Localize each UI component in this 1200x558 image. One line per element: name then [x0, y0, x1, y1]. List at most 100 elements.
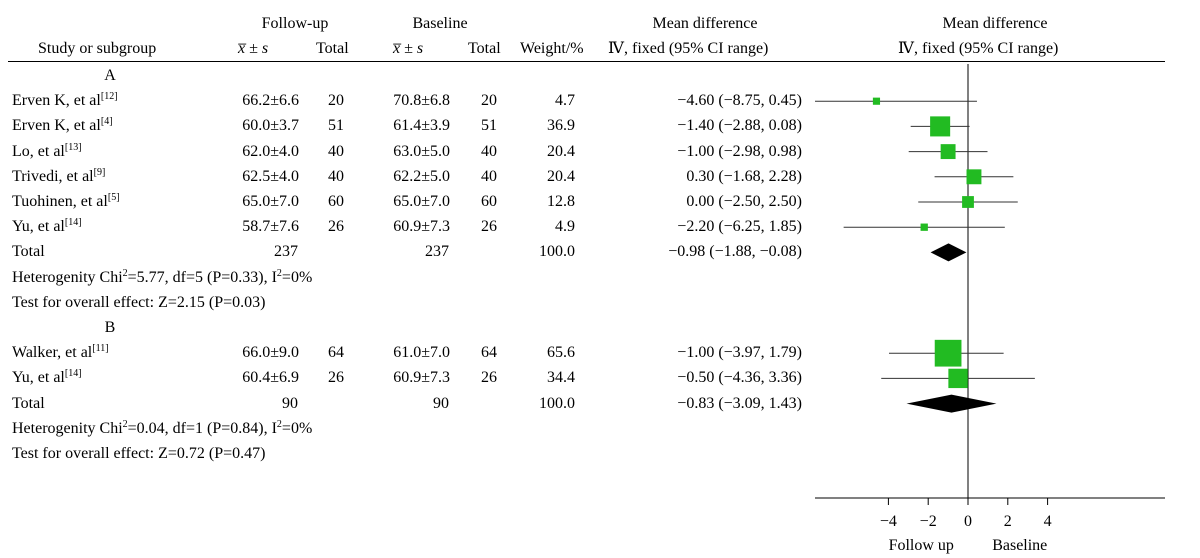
bl-mean-sd: 60.9±7.3: [393, 369, 450, 387]
bl-mean-sd-header: x̅ ± s: [393, 40, 424, 57]
bl-total: 20: [481, 92, 497, 110]
effect-square: [934, 339, 962, 367]
weight-value: 20.4: [547, 167, 575, 185]
weight-value: 12.8: [547, 193, 575, 210]
bl-total: 40: [481, 167, 497, 185]
heterogeneity-text: Heterogenity Chi2=5.77, df=5 (P=0.33), I…: [12, 267, 313, 286]
fu-total: 40: [328, 142, 344, 160]
mean-diff-ci: −1.00 (−2.98, 0.98): [677, 142, 802, 160]
effect-square: [948, 368, 968, 389]
bl-mean-sd: 63.0±5.0: [393, 142, 450, 160]
effect-square: [920, 223, 928, 231]
mean-diff-ci: −1.00 (−3.97, 1.79): [677, 344, 802, 362]
mean-diff-ci: −0.50 (−4.36, 3.36): [677, 369, 802, 387]
study-name: Walker, et al[11]: [12, 343, 109, 362]
follow-up-header: Follow-up: [261, 15, 329, 32]
method-col-header: Ⅳ, fixed (95% CI range): [608, 40, 769, 57]
mean-diff-ci: −2.20 (−6.25, 1.85): [677, 218, 802, 236]
fu-mean-sd: 58.7±7.6: [242, 218, 299, 236]
fu-total: 26: [328, 369, 344, 387]
fu-total: 64: [328, 344, 344, 362]
baseline-header: Baseline: [412, 15, 468, 32]
weight-header: Weight/%: [520, 40, 584, 57]
x-tick-label: 2: [1004, 513, 1012, 530]
fu-total: 20: [328, 92, 344, 110]
effect-square: [940, 144, 956, 160]
mean-diff-ci: 0.30 (−1.68, 2.28): [686, 167, 802, 185]
overall-effect-text: Test for overall effect: Z=0.72 (P=0.47): [12, 445, 266, 462]
fu-total: 51: [328, 117, 344, 135]
total-weight: 100.0: [539, 243, 575, 261]
fu-mean-sd: 62.5±4.0: [242, 167, 299, 185]
weight-value: 36.9: [547, 117, 575, 135]
bl-mean-sd: 61.0±7.0: [393, 344, 450, 362]
effect-square: [930, 116, 951, 137]
study-name: Tuohinen, et al[5]: [12, 192, 120, 211]
study-name: Lo, et al[13]: [12, 141, 82, 160]
bl-grand-total: 90: [433, 394, 449, 412]
mean-diff-ci: −4.60 (−8.75, 0.45): [677, 92, 802, 110]
x-tick-label: 4: [1044, 513, 1052, 530]
fu-grand-total: 237: [274, 243, 298, 261]
effect-square: [872, 97, 881, 105]
mean-diff-ci: 0.00 (−2.50, 2.50): [686, 193, 802, 210]
weight-value: 4.7: [555, 92, 575, 110]
fu-total: 60: [328, 193, 344, 210]
total-label: Total: [12, 243, 45, 261]
study-name: Trivedi, et al[9]: [12, 166, 106, 185]
study-name: Yu, et al[14]: [12, 217, 82, 236]
mean-diff-col-header: Mean difference: [652, 15, 758, 32]
fu-mean-sd: 66.2±6.6: [242, 92, 299, 110]
total-diamond: [930, 243, 967, 262]
bl-mean-sd: 70.8±6.8: [393, 92, 450, 110]
x-label-right: Baseline: [992, 537, 1047, 554]
fu-total: 26: [328, 218, 344, 236]
bl-total: 26: [481, 369, 497, 387]
fu-mean-sd-header: x̅ ± s: [238, 40, 269, 57]
fu-mean-sd: 60.0±3.7: [242, 117, 299, 135]
fu-mean-sd: 65.0±7.0: [242, 193, 299, 210]
bl-total: 26: [481, 218, 497, 236]
overall-effect-text: Test for overall effect: Z=2.15 (P=0.03): [12, 293, 266, 311]
fu-mean-sd: 60.4±6.9: [242, 369, 299, 387]
bl-total: 64: [481, 344, 497, 362]
weight-value: 34.4: [547, 369, 575, 387]
fu-mean-sd: 66.0±9.0: [242, 344, 299, 362]
weight-value: 20.4: [547, 142, 575, 160]
method-plot-header: Ⅳ, fixed (95% CI range): [898, 40, 1059, 57]
bl-total-header: Total: [468, 40, 501, 57]
subgroup-label: B: [104, 319, 116, 336]
header-rule: [8, 61, 1165, 62]
x-tick-label: −2: [920, 513, 937, 530]
total-label: Total: [12, 394, 45, 412]
fu-mean-sd: 62.0±4.0: [242, 142, 299, 160]
weight-value: 65.6: [547, 344, 575, 362]
mean-diff-ci: −1.40 (−2.88, 0.08): [677, 117, 802, 135]
x-tick-label: −4: [880, 513, 897, 530]
total-mean-diff-ci: −0.83 (−3.09, 1.43): [677, 394, 802, 412]
bl-total: 40: [481, 142, 497, 160]
fu-total: 40: [328, 167, 344, 185]
subgroup-label: A: [104, 67, 116, 84]
total-diamond: [906, 394, 997, 413]
study-name: Erven K, et al[4]: [12, 116, 113, 135]
study-header: Study or subgroup: [38, 40, 157, 57]
study-name: Yu, et al[14]: [12, 368, 82, 387]
study-name: Erven K, et al[12]: [12, 91, 118, 110]
effect-square: [966, 169, 982, 185]
x-tick-label: 0: [964, 513, 972, 530]
bl-grand-total: 237: [425, 243, 449, 261]
bl-mean-sd: 60.9±7.3: [393, 218, 450, 236]
bl-total: 51: [481, 117, 497, 135]
fu-grand-total: 90: [282, 394, 298, 412]
total-mean-diff-ci: −0.98 (−1.88, −0.08): [668, 243, 802, 261]
effect-square: [962, 196, 974, 208]
total-weight: 100.0: [539, 394, 575, 412]
bl-mean-sd: 61.4±3.9: [393, 117, 450, 135]
weight-value: 4.9: [555, 218, 575, 236]
bl-mean-sd: 62.2±5.0: [393, 167, 450, 185]
mean-diff-plot-header: Mean difference: [942, 15, 1048, 32]
bl-mean-sd: 65.0±7.0: [393, 193, 450, 210]
x-label-left: Follow up: [889, 537, 954, 554]
